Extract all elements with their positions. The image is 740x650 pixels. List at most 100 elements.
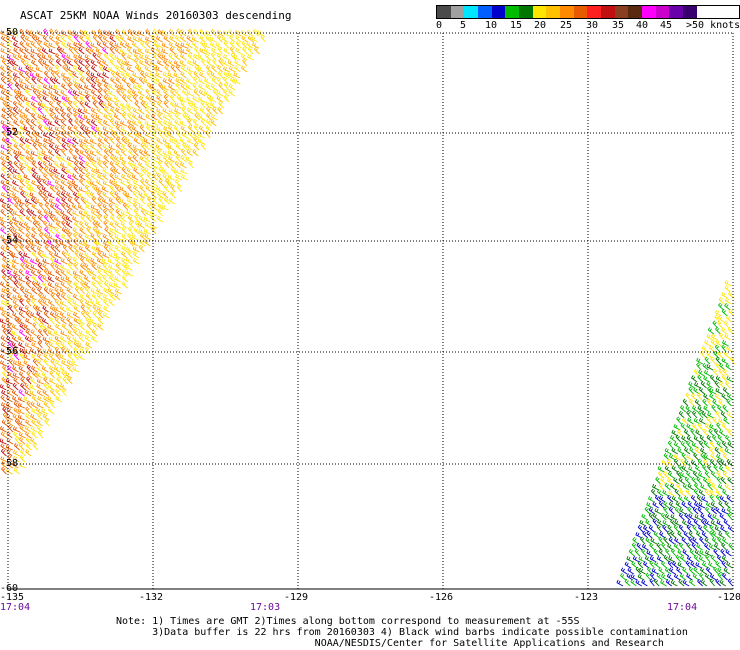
wind-barb <box>667 494 674 503</box>
wind-barb <box>12 227 20 235</box>
wind-barb <box>84 54 92 61</box>
wind-barb <box>687 506 693 515</box>
wind-barb <box>79 227 86 235</box>
wind-barb <box>168 113 175 121</box>
wind-barb <box>83 210 91 217</box>
wind-barb <box>676 470 682 479</box>
wind-barb <box>180 65 188 73</box>
wind-barb <box>139 124 146 133</box>
wind-barb <box>206 112 212 121</box>
wind-barb <box>31 280 38 289</box>
wind-barb <box>180 168 188 175</box>
legend-label: >50 knots <box>686 20 740 31</box>
wind-barb <box>697 392 703 401</box>
wind-barb <box>78 59 85 67</box>
wind-barb <box>56 100 63 109</box>
wind-barb <box>85 203 93 211</box>
wind-barb <box>43 310 50 319</box>
wind-barb <box>186 149 193 157</box>
wind-barb <box>670 579 678 587</box>
wind-barb <box>192 41 199 49</box>
wind-barb <box>724 303 731 311</box>
wind-barb <box>96 288 104 295</box>
wind-barb <box>180 42 188 49</box>
wind-barb <box>8 166 14 175</box>
wind-barb <box>223 94 230 103</box>
wind-barb <box>18 341 25 349</box>
wind-barb <box>707 482 713 491</box>
wind-barb <box>646 530 653 539</box>
wind-barb <box>18 276 26 283</box>
wind-barb <box>60 112 67 121</box>
wind-barb <box>11 252 19 259</box>
wind-barb <box>43 118 49 127</box>
wind-barb <box>138 76 145 85</box>
wind-barb <box>91 83 98 91</box>
wind-barb <box>41 186 49 193</box>
wind-barb <box>673 543 681 551</box>
wind-barb <box>121 257 128 265</box>
wind-barb <box>62 76 68 85</box>
wind-barb <box>109 46 115 55</box>
wind-barb <box>97 202 103 211</box>
legend-swatch <box>546 6 561 18</box>
wind-barb <box>679 573 687 581</box>
wind-barb <box>56 376 63 385</box>
wind-barb <box>6 395 13 403</box>
wind-barb <box>53 77 61 85</box>
wind-barb <box>144 71 152 79</box>
wind-barb <box>150 155 158 163</box>
wind-barb <box>700 483 708 491</box>
wind-barb <box>708 561 715 569</box>
wind-barb <box>134 64 141 73</box>
wind-barb <box>48 100 55 109</box>
wind-barb <box>49 112 55 121</box>
wind-barb <box>161 42 169 49</box>
wind-barb <box>56 154 62 163</box>
wind-barb <box>13 196 19 205</box>
wind-barb <box>109 227 116 235</box>
wind-barb <box>156 59 164 67</box>
wind-barb <box>55 323 62 331</box>
wind-barb <box>108 264 116 271</box>
wind-barb <box>49 214 55 223</box>
wind-barb <box>25 317 33 325</box>
wind-barb <box>1 311 8 319</box>
wind-barb <box>24 431 32 439</box>
wind-barb <box>211 52 217 61</box>
wind-barb <box>31 76 37 85</box>
wind-barb <box>0 71 7 79</box>
wind-barb <box>616 579 624 587</box>
wind-barb <box>721 542 727 551</box>
wind-barb <box>641 513 649 521</box>
wind-barb <box>55 58 62 67</box>
wind-barb <box>97 268 104 277</box>
wind-barb <box>107 287 115 295</box>
wind-barb <box>19 436 26 445</box>
wind-barb <box>48 137 55 145</box>
wind-barb <box>67 298 74 307</box>
wind-barb <box>138 114 146 121</box>
wind-barb <box>101 185 109 193</box>
wind-barb <box>700 447 707 455</box>
wind-barb <box>192 82 199 91</box>
wind-barb <box>102 262 109 271</box>
wind-barb <box>679 542 685 551</box>
wind-barb <box>102 167 109 175</box>
wind-barb <box>77 107 85 115</box>
wind-barb <box>131 174 139 181</box>
wind-barb <box>163 89 170 97</box>
wind-barb <box>8 358 14 367</box>
wind-barb <box>6 414 14 421</box>
wind-barb <box>54 106 61 115</box>
wind-barb <box>704 573 712 581</box>
wind-barb <box>83 240 91 247</box>
wind-barb <box>71 180 79 187</box>
wind-barb <box>8 250 15 259</box>
wind-barb <box>660 512 667 521</box>
wind-barb <box>91 65 98 73</box>
wind-barb <box>121 245 128 253</box>
wind-barb <box>157 112 163 121</box>
wind-barb <box>187 60 195 67</box>
wind-barb <box>17 281 25 289</box>
